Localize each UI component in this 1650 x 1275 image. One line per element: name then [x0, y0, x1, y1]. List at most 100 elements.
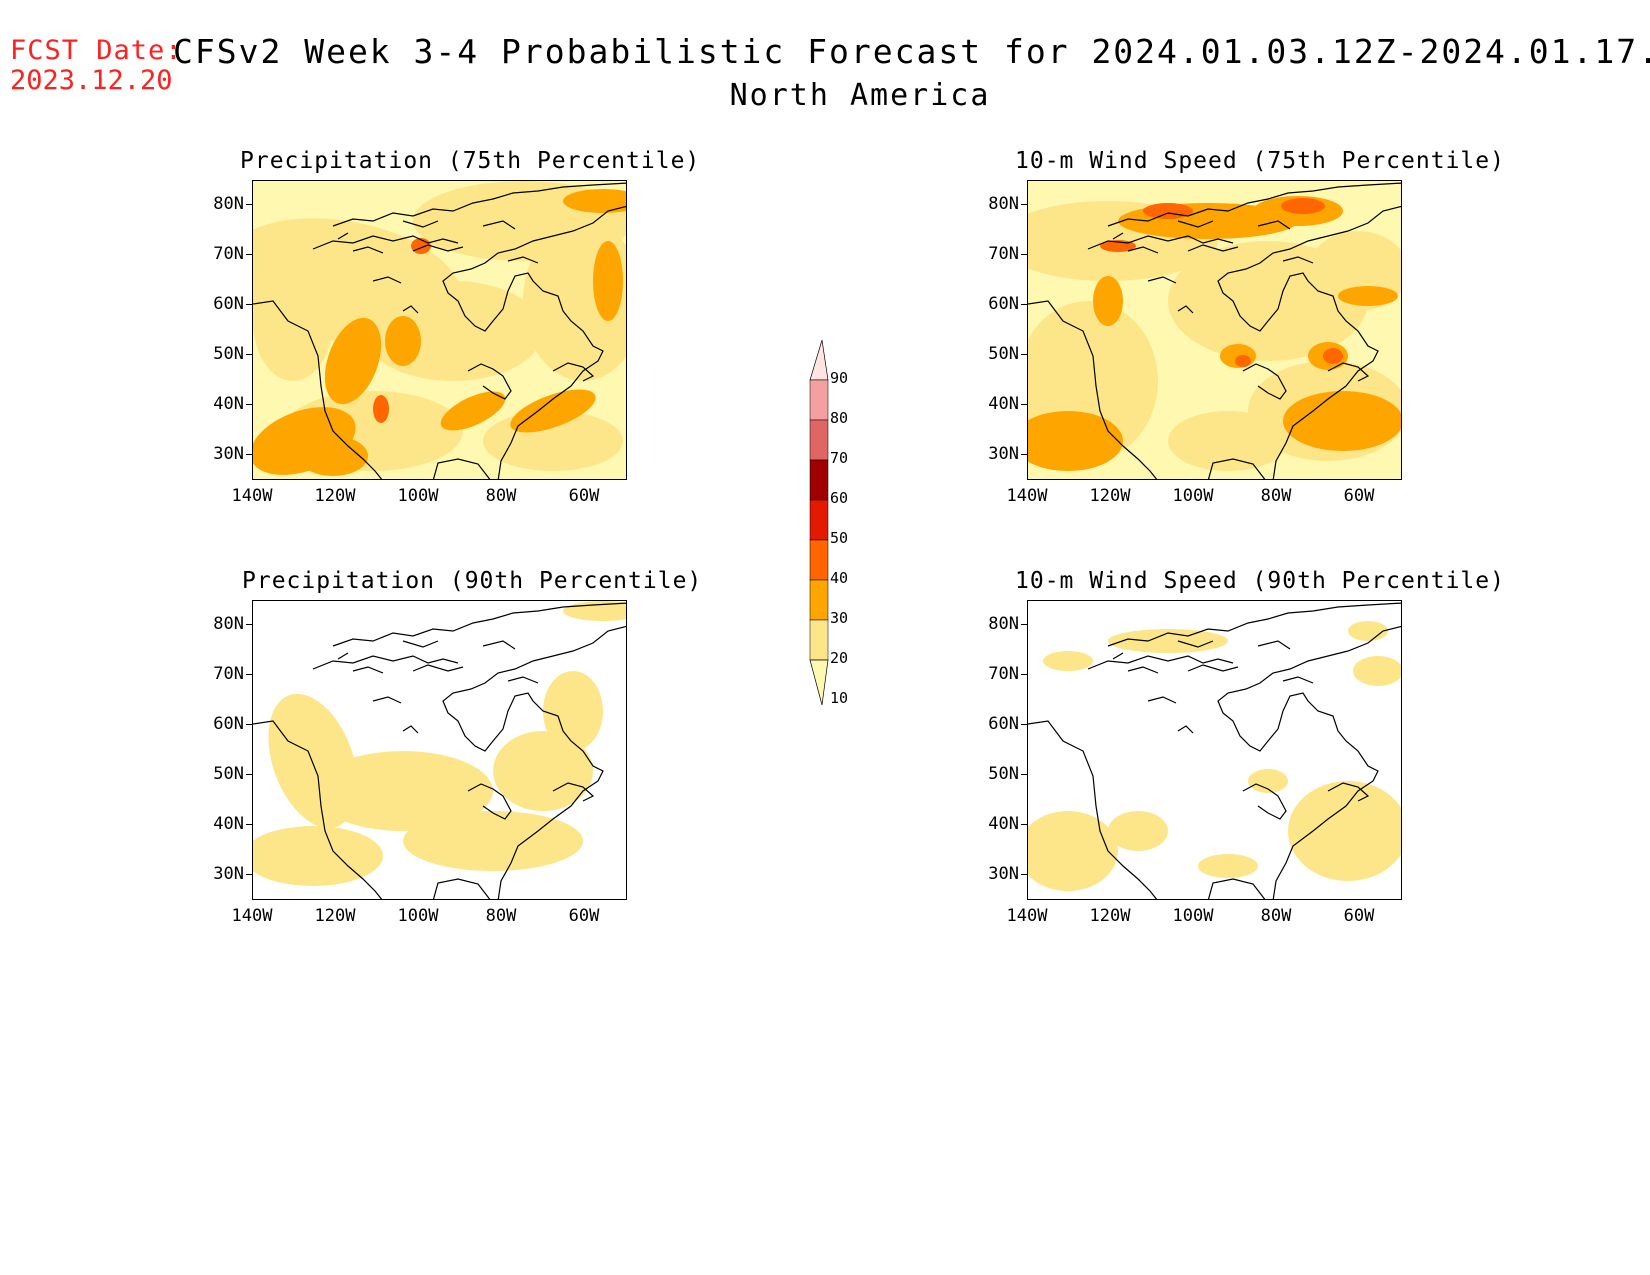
probability-region: [1198, 854, 1258, 878]
lat-tick-label: 60N: [213, 714, 244, 734]
lat-tick-label: 40N: [213, 814, 244, 834]
colorbar-level-label: 30: [830, 609, 849, 627]
lat-tick: [1021, 724, 1027, 725]
forecast-date: FCST Date: 2023.12.20: [10, 36, 183, 96]
probability-region: [313, 751, 493, 831]
probability-region: [1093, 276, 1123, 326]
coastline: [1028, 602, 1401, 899]
probability-region: [253, 261, 333, 381]
colorbar-level-label: 90: [830, 369, 849, 387]
lat-tick: [1021, 874, 1027, 875]
lat-tick-label: 80N: [988, 194, 1019, 214]
panel-wind-90: 10-m Wind Speed (90th Percentile) 80N 70N…: [975, 568, 1504, 928]
probability-region: [1168, 411, 1288, 471]
page-subtitle: North America: [729, 78, 991, 113]
colorbar-level-label: 50: [830, 529, 849, 547]
lon-tick-label: 140W: [1006, 486, 1048, 506]
lat-tick: [1021, 304, 1027, 305]
page-title: CFSv2 Week 3-4 Probabilistic Forecast fo…: [173, 32, 1650, 71]
probability-region: [1338, 286, 1398, 306]
probability-region: [1288, 781, 1401, 881]
probability-region: [253, 826, 383, 886]
colorbar-legend: 10 20 30 40 50 60 70 80 90: [808, 335, 928, 735]
probability-region: [1108, 811, 1168, 851]
lon-tick-label: 100W: [397, 906, 439, 926]
lat-tick: [1021, 254, 1027, 255]
coastline: [253, 602, 626, 899]
lon-tick-label: 80W: [485, 906, 517, 926]
lon-tick-label: 60W: [568, 486, 600, 506]
lat-tick-label: 30N: [988, 864, 1019, 884]
colorbar-swatch: [809, 459, 829, 501]
lat-tick-label: 70N: [213, 664, 244, 684]
forecast-date-value: 2023.12.20: [10, 65, 173, 96]
lat-tick: [246, 674, 252, 675]
lat-tick-label: 50N: [988, 764, 1019, 784]
lat-tick: [1021, 774, 1027, 775]
map-svg: [1028, 602, 1401, 899]
lat-tick-label: 40N: [213, 394, 244, 414]
lon-tick-label: 120W: [1089, 906, 1131, 926]
map-svg: [1028, 182, 1401, 479]
lat-tick-label: 30N: [988, 444, 1019, 464]
lon-tick-label: 120W: [1089, 486, 1131, 506]
map-plot: [252, 600, 627, 900]
lat-tick: [246, 254, 252, 255]
map-plot: [1027, 180, 1402, 480]
probability-region: [593, 241, 623, 321]
probability-region: [385, 316, 421, 366]
lon-tick-label: 100W: [397, 486, 439, 506]
probability-region: [373, 395, 389, 423]
coastline: [1028, 182, 1401, 479]
panel-title: Precipitation (90th Percentile): [242, 568, 703, 594]
lat-tick: [246, 874, 252, 875]
fill-layer: [1100, 198, 1343, 367]
lat-tick-label: 60N: [213, 294, 244, 314]
lat-tick: [1021, 454, 1027, 455]
lat-tick: [246, 454, 252, 455]
probability-region: [1143, 203, 1193, 219]
panel-title: 10-m Wind Speed (75th Percentile): [1015, 148, 1505, 174]
map-svg: [253, 181, 626, 479]
probability-region: [1281, 198, 1325, 214]
lat-tick: [246, 774, 252, 775]
colorbar-swatch: [809, 419, 829, 461]
probability-region: [1235, 355, 1251, 367]
lat-tick: [246, 724, 252, 725]
lon-tick-label: 80W: [485, 486, 517, 506]
colorbar-svg: [809, 339, 829, 706]
lat-tick: [1021, 824, 1027, 825]
lon-tick-label: 80W: [1260, 486, 1292, 506]
lon-tick-label: 120W: [314, 486, 356, 506]
probability-region: [1043, 651, 1093, 671]
lat-tick-label: 80N: [213, 194, 244, 214]
lon-tick-label: 80W: [1260, 906, 1292, 926]
lon-tick-label: 140W: [1006, 906, 1048, 926]
colorbar-swatch: [809, 379, 829, 421]
fill-layer: [253, 601, 626, 886]
lat-tick: [246, 304, 252, 305]
colorbar-level-label: 70: [830, 449, 849, 467]
lat-tick-label: 30N: [213, 864, 244, 884]
fill-layer: [253, 189, 626, 476]
probability-region: [298, 436, 368, 476]
panel-precip-75: Precipitation (75th Percentile) 80N 70N 60…: [200, 148, 700, 508]
lat-tick: [1021, 354, 1027, 355]
lat-tick: [246, 404, 252, 405]
lat-tick-label: 60N: [988, 294, 1019, 314]
lat-tick-label: 50N: [213, 764, 244, 784]
probability-region: [1323, 348, 1343, 364]
lat-tick: [246, 824, 252, 825]
lon-tick-label: 60W: [1343, 486, 1375, 506]
lon-tick-label: 120W: [314, 906, 356, 926]
probability-region: [1348, 621, 1388, 641]
probability-region: [1283, 391, 1401, 451]
probability-region: [1353, 656, 1401, 686]
lat-tick: [1021, 674, 1027, 675]
colorbar-level-label: 20: [830, 649, 849, 667]
lat-tick: [1021, 204, 1027, 205]
probability-region: [411, 238, 431, 254]
fill-layer: [1028, 621, 1401, 891]
colorbar-level-label: 10: [830, 689, 849, 707]
probability-region: [1248, 769, 1288, 793]
